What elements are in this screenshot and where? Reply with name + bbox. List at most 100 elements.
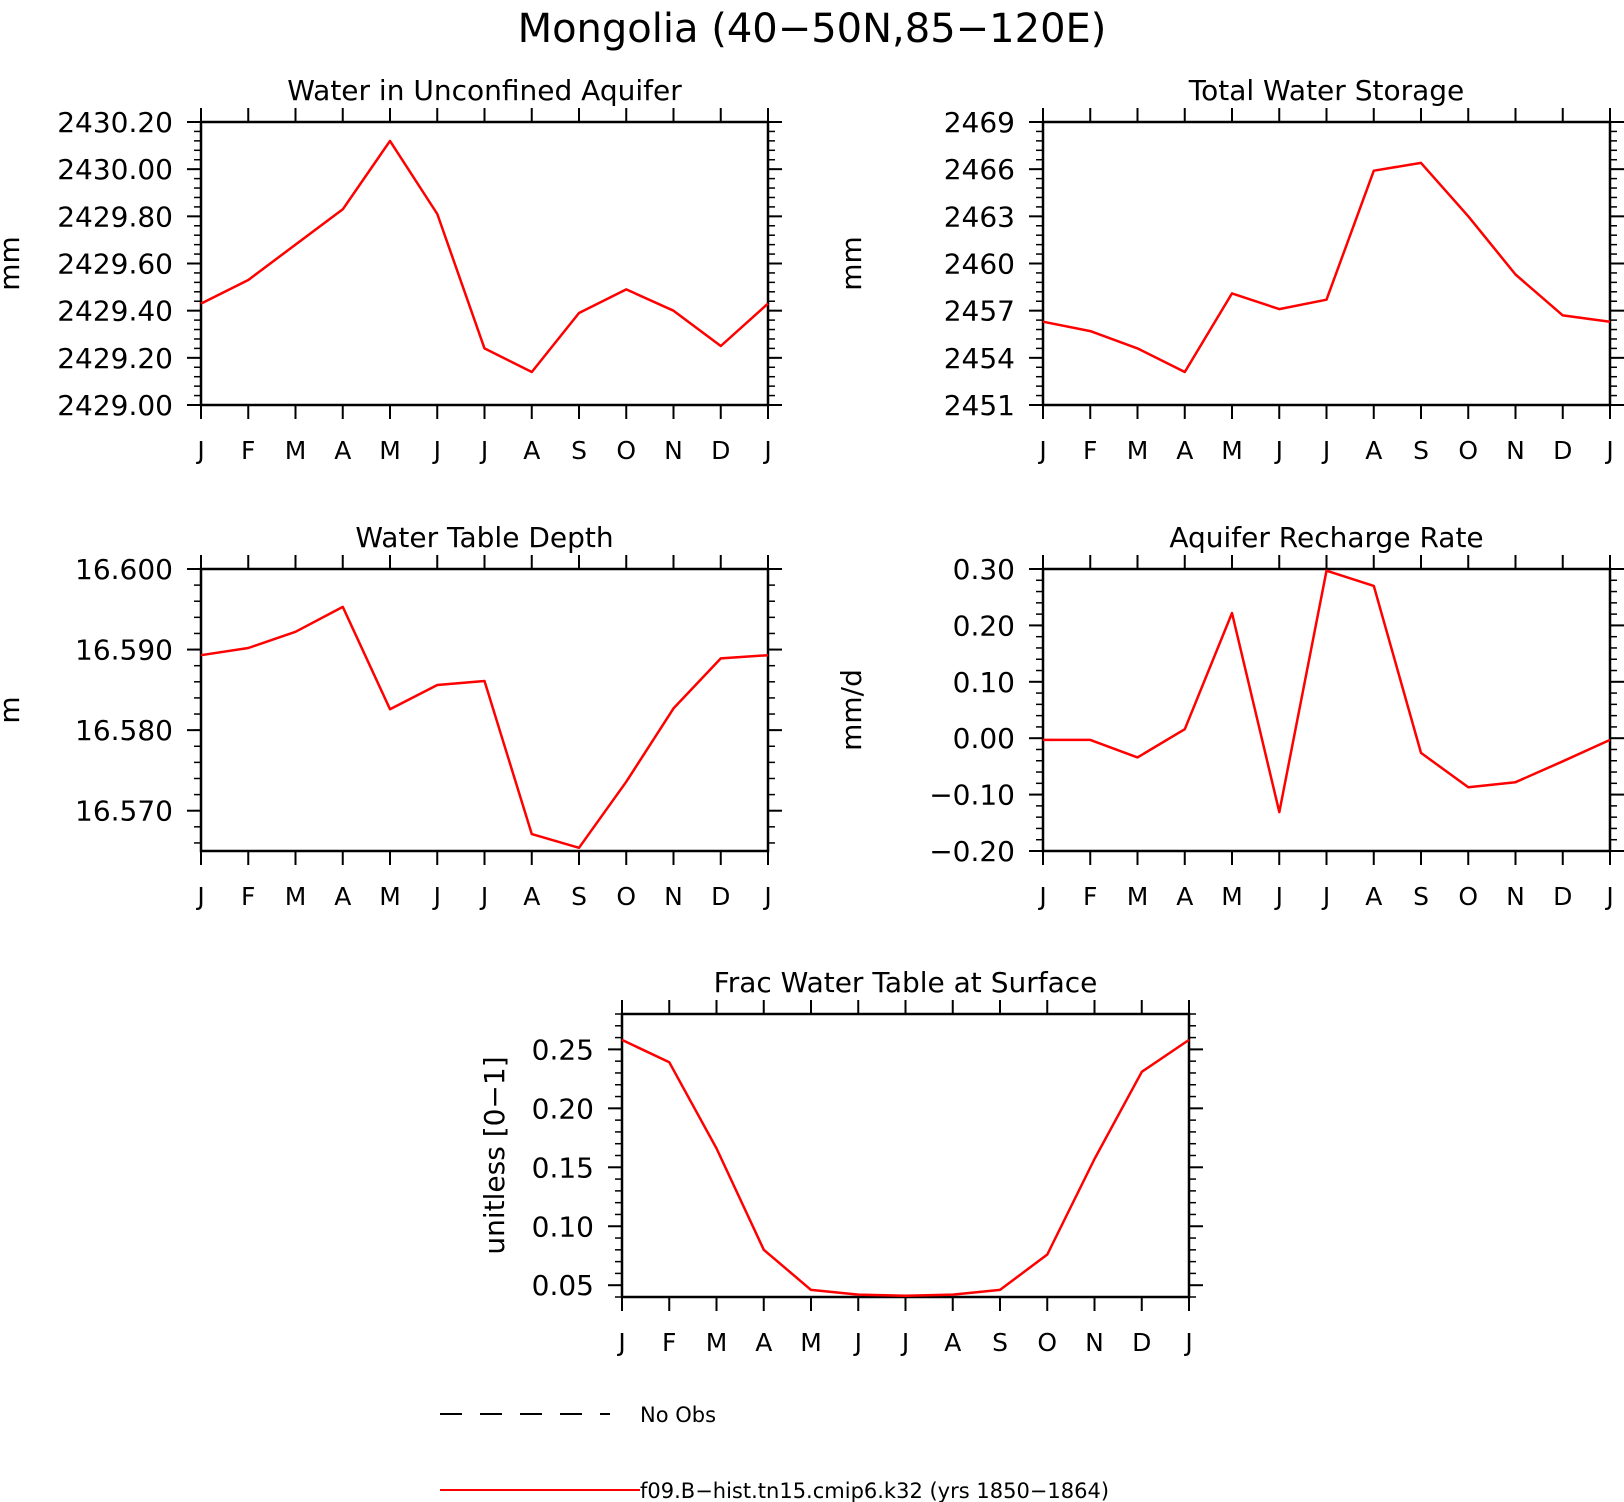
x-tick-label: J (1183, 1328, 1192, 1357)
y-tick-label: 0.00 (953, 722, 1015, 755)
y-tick-label: 0.20 (532, 1092, 594, 1125)
panel-title: Total Water Storage (1188, 74, 1465, 107)
plot-frame (199, 567, 770, 853)
x-tick-label: J (1274, 436, 1283, 465)
y-axis-label: mm (0, 236, 26, 291)
panel-title: Frac Water Table at Surface (714, 966, 1098, 999)
y-tick-label: 0.15 (532, 1151, 594, 1184)
x-tick-label: M (285, 436, 307, 465)
y-tick-label: 0.20 (953, 609, 1015, 642)
series-line (1043, 569, 1611, 814)
x-tick-label: M (1221, 436, 1243, 465)
chart-panel-3: J F M A M J J A S O N D J16.57016.58016.59016.600Wat… (0, 521, 782, 911)
plot-frame (199, 120, 770, 407)
x-tick-label: A (334, 436, 351, 465)
x-tick-label: A (523, 882, 540, 911)
y-axis-label: mm (835, 236, 868, 291)
y-tick-label: 0.10 (532, 1210, 594, 1243)
x-tick-label: J (900, 1328, 909, 1357)
x-tick-label: S (1413, 882, 1429, 911)
x-tick-label: J (1321, 882, 1330, 911)
y-tick-label: 2429.00 (57, 389, 173, 422)
y-tick-label: 2430.00 (57, 153, 173, 186)
x-tick-label: J (479, 882, 488, 911)
plot-frame (1041, 567, 1612, 853)
x-tick-label: D (1132, 1328, 1151, 1357)
plot-frame (620, 1012, 1191, 1299)
y-tick-label: 2429.80 (57, 200, 173, 233)
x-tick-label: S (571, 882, 587, 911)
x-tick-label: J (762, 436, 771, 465)
x-tick-label: J (479, 436, 488, 465)
x-tick-label: F (662, 1328, 676, 1357)
y-tick-label: 2429.20 (57, 342, 173, 375)
figure-title: Mongolia (40−50N,85−120E) (518, 6, 1107, 52)
x-tick-label: J (1037, 436, 1046, 465)
legend-no-obs-label: No Obs (640, 1403, 716, 1427)
x-tick-label: S (1413, 436, 1429, 465)
x-tick-label: J (1604, 436, 1613, 465)
x-tick-label: D (711, 436, 730, 465)
y-tick-label: 16.580 (75, 714, 173, 747)
x-tick-label: O (1458, 436, 1478, 465)
y-tick-label: 16.570 (75, 795, 173, 828)
x-tick-label: S (992, 1328, 1008, 1357)
x-tick-label: J (432, 436, 441, 465)
y-tick-label: 2466 (944, 153, 1015, 186)
x-tick-label: J (762, 882, 771, 911)
x-tick-label: N (664, 882, 683, 911)
y-tick-label: 2429.40 (57, 295, 173, 328)
series-line (200, 139, 769, 374)
x-tick-label: O (616, 436, 636, 465)
x-tick-label: A (1365, 436, 1382, 465)
x-tick-label: N (664, 436, 683, 465)
series-line (200, 605, 769, 850)
chart-panel-2: J F M A M J J A S O N D J245124542457246024632466246… (835, 74, 1624, 465)
series-line (621, 1038, 1190, 1298)
chart-panel-1: J F M A M J J A S O N D J2429.002429.202429.402429.6… (0, 74, 782, 465)
x-tick-label: F (241, 436, 255, 465)
x-tick-label: D (1553, 882, 1572, 911)
x-tick-label: O (1037, 1328, 1057, 1357)
y-tick-label: 0.10 (953, 666, 1015, 699)
y-tick-label: 16.600 (75, 553, 173, 586)
y-tick-label: −0.10 (929, 779, 1015, 812)
x-tick-label: A (1365, 882, 1382, 911)
x-tick-label: M (1221, 882, 1243, 911)
x-tick-label: J (1321, 436, 1330, 465)
y-tick-label: −0.20 (929, 835, 1015, 868)
panel-title: Aquifer Recharge Rate (1169, 521, 1483, 554)
x-tick-label: J (195, 436, 204, 465)
y-tick-label: 2463 (944, 200, 1015, 233)
x-tick-label: M (379, 882, 401, 911)
panel-title: Water Table Depth (355, 521, 613, 554)
y-tick-label: 2454 (944, 342, 1015, 375)
y-tick-label: 2469 (944, 106, 1015, 139)
x-tick-label: O (1458, 882, 1478, 911)
x-tick-label: A (755, 1328, 772, 1357)
x-tick-label: A (334, 882, 351, 911)
x-tick-label: J (432, 882, 441, 911)
x-tick-label: D (1553, 436, 1572, 465)
x-tick-label: A (944, 1328, 961, 1357)
chart-panel-4: J F M A M J J A S O N D J−0.20−0.100.000.100.200.30A… (835, 521, 1624, 911)
plot-frame (1041, 120, 1612, 407)
y-tick-label: 2457 (944, 295, 1015, 328)
chart-panels: J F M A M J J A S O N D J2429.002429.202429.402429.6… (0, 74, 1624, 1357)
y-tick-label: 2430.20 (57, 106, 173, 139)
panel-title: Water in Unconfined Aquifer (287, 74, 682, 107)
x-tick-label: J (1274, 882, 1283, 911)
x-tick-label: M (1127, 882, 1149, 911)
x-tick-label: M (800, 1328, 822, 1357)
x-tick-label: O (616, 882, 636, 911)
legend: No Obs f09.B−hist.tn15.cmip6.k32 (yrs 18… (440, 1403, 1109, 1502)
x-tick-label: J (1604, 882, 1613, 911)
y-axis-label: m (0, 696, 26, 723)
x-tick-label: J (195, 882, 204, 911)
x-tick-label: F (241, 882, 255, 911)
y-tick-label: 2460 (944, 248, 1015, 281)
x-tick-label: M (706, 1328, 728, 1357)
x-tick-label: N (1506, 882, 1525, 911)
